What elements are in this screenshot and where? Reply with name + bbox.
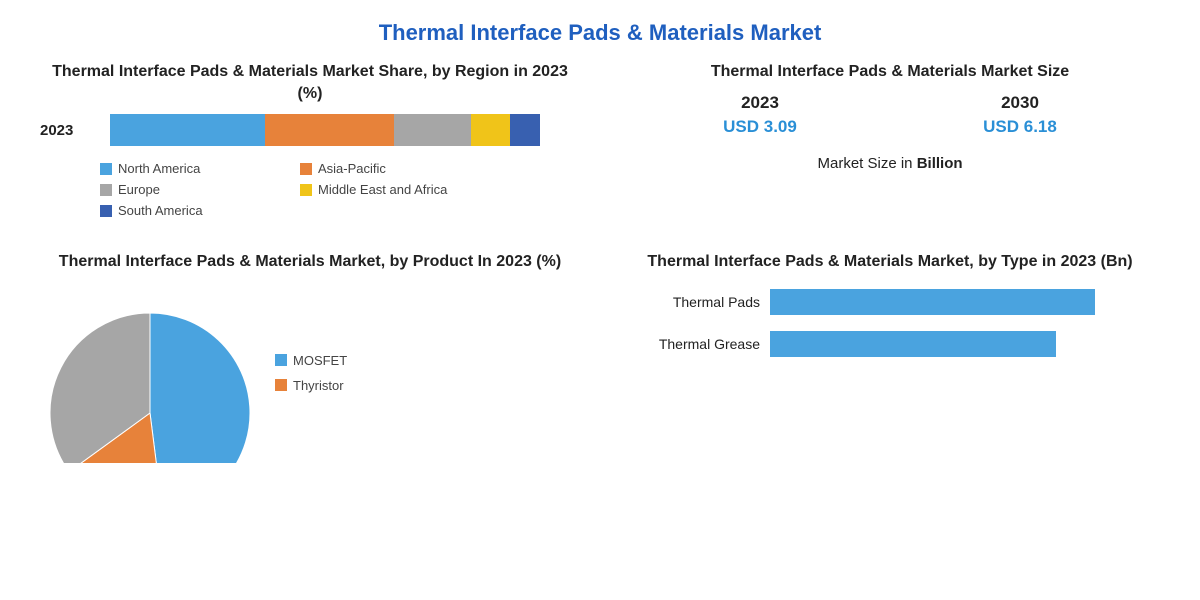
region-legend-item: Asia-Pacific: [300, 161, 500, 176]
legend-swatch: [275, 379, 287, 391]
type-label: Thermal Pads: [620, 294, 770, 310]
legend-swatch: [100, 163, 112, 175]
size-value-1: USD 6.18: [983, 117, 1057, 137]
region-legend-item: North America: [100, 161, 300, 176]
legend-label: Middle East and Africa: [318, 182, 447, 197]
market-size-title: Thermal Interface Pads & Materials Marke…: [630, 61, 1150, 83]
region-legend-item: Middle East and Africa: [300, 182, 500, 197]
product-legend: MOSFET Thyristor: [275, 343, 347, 403]
region-legend-item: Europe: [100, 182, 300, 197]
pie-canvas: [40, 283, 260, 463]
size-unit-line: Market Size in Billion: [630, 155, 1150, 172]
type-bar-track: [770, 289, 1160, 315]
legend-label: Thyristor: [293, 378, 344, 393]
pie-slice-mosfet: [150, 313, 250, 463]
type-row: Thermal Grease: [620, 331, 1160, 357]
region-chart-title: Thermal Interface Pads & Materials Marke…: [40, 61, 580, 104]
region-seg-north-america: [110, 114, 265, 146]
type-bar: [770, 331, 1056, 357]
legend-label: Asia-Pacific: [318, 161, 386, 176]
size-year-0: 2023: [741, 93, 779, 113]
product-pie-chart: Thermal Interface Pads & Materials Marke…: [30, 251, 590, 463]
type-bar: [770, 289, 1095, 315]
size-unit-bold: Billion: [917, 155, 963, 172]
region-seg-europe: [394, 114, 471, 146]
type-bar-chart: Thermal Interface Pads & Materials Marke…: [610, 251, 1170, 463]
size-value-0: USD 3.09: [723, 117, 797, 137]
legend-swatch: [275, 354, 287, 366]
legend-swatch: [300, 163, 312, 175]
region-year-label: 2023: [40, 122, 110, 139]
type-label: Thermal Grease: [620, 336, 770, 352]
region-seg-south-america: [510, 114, 540, 146]
region-legend-item: South America: [100, 203, 300, 218]
type-row: Thermal Pads: [620, 289, 1160, 315]
product-chart-title: Thermal Interface Pads & Materials Marke…: [40, 251, 580, 273]
size-unit-prefix: Market Size in: [817, 155, 916, 172]
market-size-panel: Thermal Interface Pads & Materials Marke…: [610, 61, 1170, 221]
legend-label: South America: [118, 203, 203, 218]
product-legend-item: MOSFET: [275, 353, 347, 368]
region-legend: North America Asia-Pacific Europe Middle Ea…: [40, 158, 580, 221]
legend-swatch: [300, 184, 312, 196]
region-stacked-bar: [110, 114, 540, 146]
legend-label: Europe: [118, 182, 160, 197]
legend-label: MOSFET: [293, 353, 347, 368]
legend-swatch: [100, 205, 112, 217]
region-seg-asia-pacific: [265, 114, 394, 146]
legend-swatch: [100, 184, 112, 196]
region-share-chart: Thermal Interface Pads & Materials Marke…: [30, 61, 590, 221]
legend-label: North America: [118, 161, 200, 176]
size-year-1: 2030: [1001, 93, 1039, 113]
type-bar-track: [770, 331, 1160, 357]
type-chart-title: Thermal Interface Pads & Materials Marke…: [620, 251, 1160, 273]
product-legend-item: Thyristor: [275, 378, 347, 393]
region-seg-middle-east-and-africa: [471, 114, 510, 146]
main-title: Thermal Interface Pads & Materials Marke…: [30, 20, 1170, 46]
